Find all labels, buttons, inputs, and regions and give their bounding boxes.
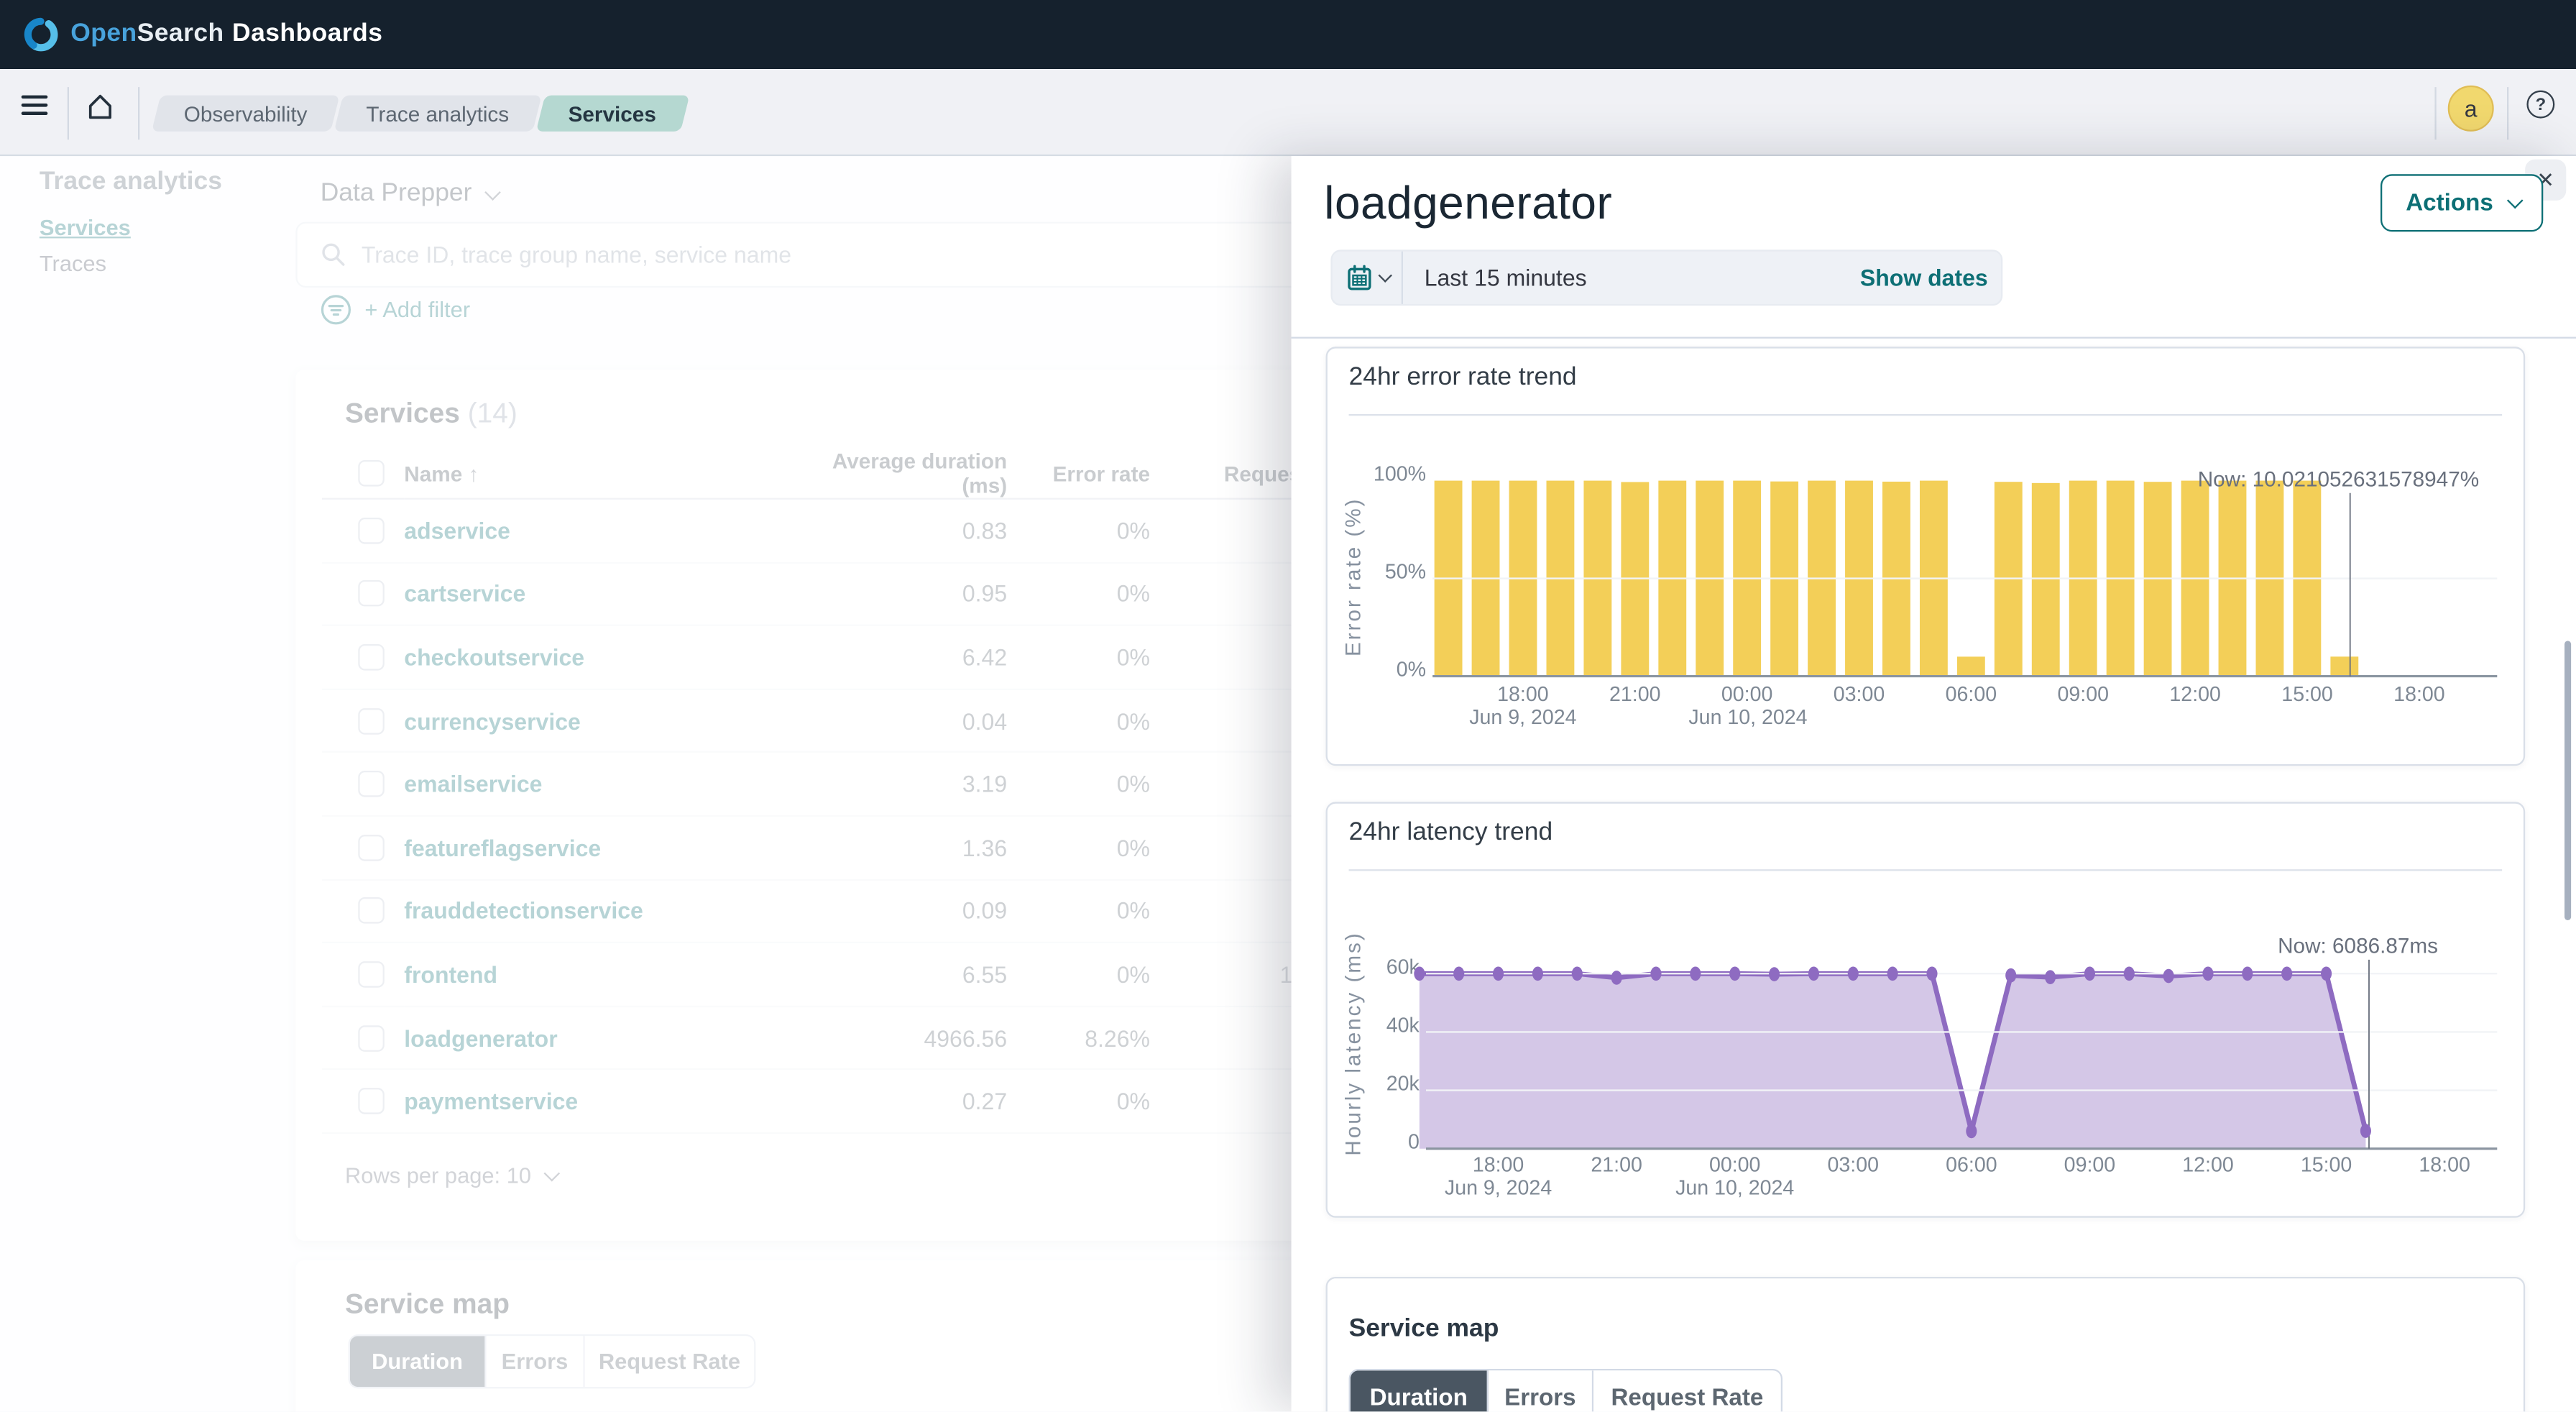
divider — [1348, 413, 2503, 416]
show-dates-button[interactable]: Show dates — [1859, 264, 1988, 291]
svg-text:0: 0 — [1408, 1131, 1420, 1154]
divider — [1290, 336, 2576, 338]
svg-text:40k: 40k — [1386, 1014, 1420, 1037]
menu-icon[interactable] — [21, 95, 48, 116]
svg-text:18:00: 18:00 — [1473, 1154, 1524, 1177]
svg-text:Hourly latency (ms): Hourly latency (ms) — [1342, 931, 1366, 1155]
svg-text:15:00: 15:00 — [2281, 682, 2332, 705]
svg-text:18:00: 18:00 — [2419, 1154, 2470, 1177]
breadcrumb-bar: Observability Trace analytics Services a ? — [0, 68, 2576, 157]
date-picker: Last 15 minutes Show dates — [1330, 249, 2003, 306]
svg-text:50%: 50% — [1385, 559, 1426, 582]
chevron-down-icon — [1378, 269, 1392, 282]
svg-text:Error rate (%): Error rate (%) — [1342, 496, 1366, 655]
breadcrumb-trace-analytics[interactable]: Trace analytics — [334, 95, 542, 132]
svg-text:06:00: 06:00 — [1946, 682, 1997, 705]
divider — [1348, 869, 2503, 871]
breadcrumb-services[interactable]: Services — [535, 95, 689, 132]
tab-request-rate[interactable]: Request Rate — [1593, 1370, 1781, 1412]
actions-button[interactable]: Actions — [2380, 174, 2544, 232]
svg-text:21:00: 21:00 — [1609, 682, 1660, 705]
breadcrumb-observability[interactable]: Observability — [151, 95, 340, 132]
svg-text:06:00: 06:00 — [1946, 1154, 1997, 1177]
svg-text:03:00: 03:00 — [1828, 1154, 1879, 1177]
flyout-service-map-card: Service map Duration Errors Request Rate — [1325, 1276, 2526, 1412]
svg-text:09:00: 09:00 — [2058, 682, 2109, 705]
flyout-service-map-tabs: Duration Errors Request Rate — [1348, 1368, 1782, 1412]
home-icon[interactable] — [84, 91, 117, 124]
svg-text:100%: 100% — [1374, 462, 1426, 485]
latency-chart-title: 24hr latency trend — [1348, 818, 1553, 847]
help-icon[interactable]: ? — [2526, 90, 2555, 119]
svg-text:Jun 9, 2024: Jun 9, 2024 — [1445, 1177, 1552, 1200]
app-title: OpenSearch Dashboards — [70, 19, 383, 48]
svg-text:Jun 10, 2024: Jun 10, 2024 — [1688, 705, 1807, 728]
top-app-bar: OpenSearch Dashboards — [0, 0, 2576, 69]
opensearch-logo[interactable]: OpenSearch Dashboards — [23, 17, 382, 52]
svg-text:21:00: 21:00 — [1591, 1154, 1642, 1177]
svg-text:09:00: 09:00 — [2064, 1154, 2115, 1177]
divider — [137, 87, 140, 140]
svg-text:Jun 9, 2024: Jun 9, 2024 — [1469, 705, 1576, 728]
svg-text:12:00: 12:00 — [2169, 682, 2220, 705]
date-quick-select-button[interactable] — [1333, 251, 1403, 304]
calendar-icon — [1347, 265, 1371, 290]
date-range-value[interactable]: Last 15 minutes — [1424, 264, 1587, 291]
svg-text:18:00: 18:00 — [2393, 682, 2444, 705]
error-rate-chart-title: 24hr error rate trend — [1348, 362, 1577, 390]
error-rate-card: 24hr error rate trend 0% 50% 100% Error rat… — [1325, 346, 2526, 766]
svg-text:12:00: 12:00 — [2182, 1154, 2233, 1177]
svg-text:03:00: 03:00 — [1834, 682, 1885, 705]
breadcrumb: Observability Trace analytics Services — [151, 95, 689, 132]
svg-text:00:00: 00:00 — [1709, 1154, 1760, 1177]
flyout-title: loadgenerator — [1324, 177, 1613, 229]
svg-text:Now: 10.021052631578947%: Now: 10.021052631578947% — [2198, 467, 2479, 490]
tab-duration[interactable]: Duration — [1350, 1370, 1489, 1412]
opensearch-logo-icon — [24, 17, 58, 52]
svg-text:Jun 10, 2024: Jun 10, 2024 — [1675, 1177, 1794, 1200]
scrollbar[interactable] — [2563, 641, 2572, 920]
svg-text:Now: 6086.87ms: Now: 6086.87ms — [2278, 935, 2438, 958]
svg-text:20k: 20k — [1386, 1073, 1420, 1096]
tab-errors[interactable]: Errors — [1488, 1370, 1594, 1412]
chevron-down-icon — [2506, 192, 2523, 209]
divider — [2506, 87, 2509, 140]
latency-card: 24hr latency trend 0 20k 40k 60k Hourly late… — [1325, 802, 2526, 1218]
avatar[interactable]: a — [2447, 85, 2494, 132]
flyout-service-map-title: Service map — [1348, 1314, 1499, 1343]
divider — [2434, 87, 2437, 140]
divider — [67, 87, 69, 140]
svg-text:00:00: 00:00 — [1721, 682, 1772, 705]
svg-text:18:00: 18:00 — [1497, 682, 1548, 705]
service-detail-flyout: ✕ loadgenerator Actions Last 15 minutes — [1290, 156, 2576, 1412]
svg-text:0%: 0% — [1397, 657, 1426, 680]
error-rate-chart: 0% 50% 100% Error rate (%) 18:00 21:00 00:00 03… — [1342, 462, 2498, 728]
svg-text:15:00: 15:00 — [2301, 1154, 2352, 1177]
